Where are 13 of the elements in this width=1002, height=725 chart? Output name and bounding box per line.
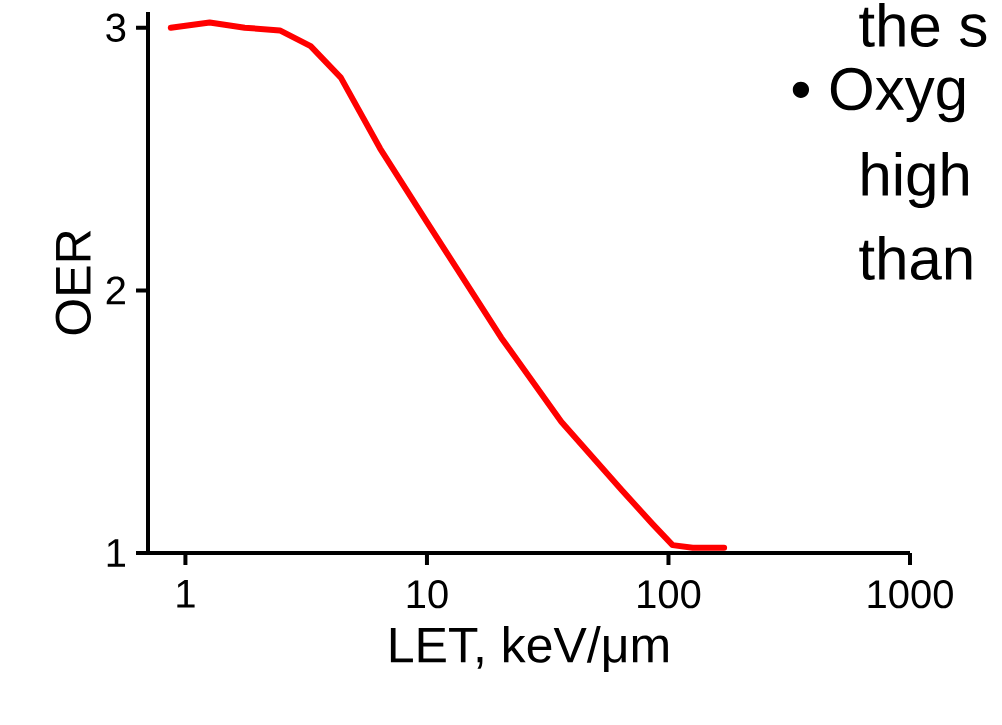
y-tick-label: 3	[106, 13, 126, 42]
annotation: high	[862, 152, 968, 208]
annotation: • Oxyg	[792, 67, 965, 123]
x-tick-label: 1	[177, 580, 195, 608]
y-tick-label: 2	[106, 276, 125, 305]
x-tick-label: 10	[407, 580, 448, 609]
y-axis-title: OER	[55, 230, 91, 335]
x-tick-label: 100	[638, 580, 701, 609]
x-axis-title: LET, keV/μm	[390, 626, 668, 672]
x-tick-label: 1000	[868, 580, 953, 609]
annotation: than	[859, 235, 972, 281]
y-tick-label: 1	[107, 539, 125, 567]
annotation: the s	[859, 2, 987, 48]
